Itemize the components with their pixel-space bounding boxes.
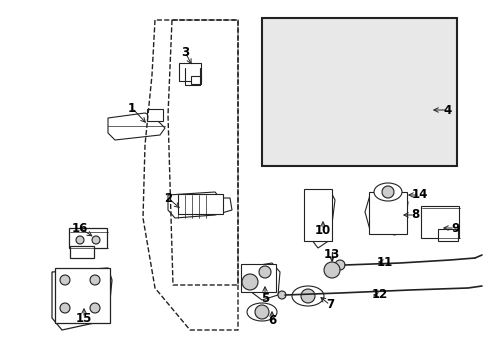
Circle shape xyxy=(327,81,344,97)
Polygon shape xyxy=(242,263,280,300)
Bar xyxy=(177,194,222,214)
Polygon shape xyxy=(108,113,164,140)
Text: 3: 3 xyxy=(181,45,189,58)
Circle shape xyxy=(278,291,285,299)
Text: 5: 5 xyxy=(260,292,268,305)
Circle shape xyxy=(391,44,405,58)
Text: 7: 7 xyxy=(325,298,333,311)
Text: 9: 9 xyxy=(450,221,458,234)
Text: 16: 16 xyxy=(72,221,88,234)
Bar xyxy=(262,18,456,166)
Text: 8: 8 xyxy=(410,208,418,221)
Text: 6: 6 xyxy=(267,314,276,327)
Circle shape xyxy=(326,143,337,153)
Bar xyxy=(191,76,201,84)
Bar xyxy=(179,63,201,81)
Circle shape xyxy=(259,266,270,278)
Text: 12: 12 xyxy=(371,288,387,302)
Polygon shape xyxy=(364,192,407,235)
Circle shape xyxy=(60,303,70,313)
Circle shape xyxy=(324,262,339,278)
Bar xyxy=(420,206,458,238)
Circle shape xyxy=(76,236,84,244)
Text: 13: 13 xyxy=(323,248,340,261)
Polygon shape xyxy=(52,268,112,330)
Circle shape xyxy=(254,305,268,319)
Text: 1: 1 xyxy=(128,102,136,114)
Circle shape xyxy=(334,260,345,270)
Circle shape xyxy=(366,42,375,53)
Circle shape xyxy=(242,274,258,290)
Circle shape xyxy=(90,303,100,313)
Bar xyxy=(147,109,163,121)
Bar xyxy=(304,189,331,241)
Ellipse shape xyxy=(291,286,324,306)
Circle shape xyxy=(309,97,319,107)
Text: 15: 15 xyxy=(76,311,92,324)
Bar xyxy=(368,192,406,234)
Polygon shape xyxy=(168,192,231,218)
Bar xyxy=(240,264,275,292)
Circle shape xyxy=(301,289,314,303)
Circle shape xyxy=(308,125,324,141)
Text: 10: 10 xyxy=(314,224,330,237)
Ellipse shape xyxy=(246,303,276,321)
Circle shape xyxy=(60,275,70,285)
Text: 4: 4 xyxy=(443,104,451,117)
Ellipse shape xyxy=(373,183,401,201)
Circle shape xyxy=(381,186,393,198)
Text: 2: 2 xyxy=(163,192,172,204)
Bar xyxy=(69,228,107,248)
Circle shape xyxy=(92,236,100,244)
Polygon shape xyxy=(305,190,334,248)
Bar xyxy=(70,246,94,258)
Text: 14: 14 xyxy=(411,189,427,202)
Bar xyxy=(437,229,457,241)
Circle shape xyxy=(90,275,100,285)
Bar xyxy=(54,267,109,323)
Text: 11: 11 xyxy=(376,256,392,269)
